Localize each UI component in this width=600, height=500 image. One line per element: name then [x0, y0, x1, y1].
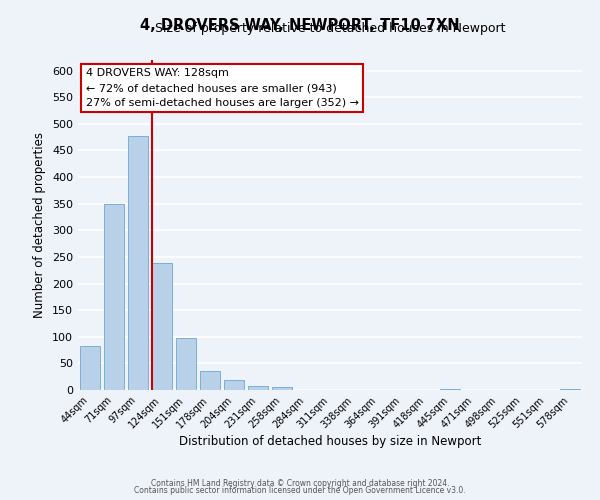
Bar [152, 264, 172, 390]
Text: 4, DROVERS WAY, NEWPORT, TF10 7XN: 4, DROVERS WAY, NEWPORT, TF10 7XN [140, 18, 460, 32]
Bar [128, 136, 148, 390]
Bar [224, 380, 244, 390]
Bar [80, 346, 100, 390]
Bar [104, 204, 124, 390]
Title: Size of property relative to detached houses in Newport: Size of property relative to detached ho… [155, 22, 505, 35]
Bar [272, 388, 292, 390]
Text: Contains public sector information licensed under the Open Government Licence v3: Contains public sector information licen… [134, 486, 466, 495]
Bar [248, 386, 268, 390]
Y-axis label: Number of detached properties: Number of detached properties [34, 132, 46, 318]
X-axis label: Distribution of detached houses by size in Newport: Distribution of detached houses by size … [179, 436, 481, 448]
Text: Contains HM Land Registry data © Crown copyright and database right 2024.: Contains HM Land Registry data © Crown c… [151, 478, 449, 488]
Text: 4 DROVERS WAY: 128sqm
← 72% of detached houses are smaller (943)
27% of semi-det: 4 DROVERS WAY: 128sqm ← 72% of detached … [86, 68, 359, 108]
Bar [176, 338, 196, 390]
Bar [200, 372, 220, 390]
